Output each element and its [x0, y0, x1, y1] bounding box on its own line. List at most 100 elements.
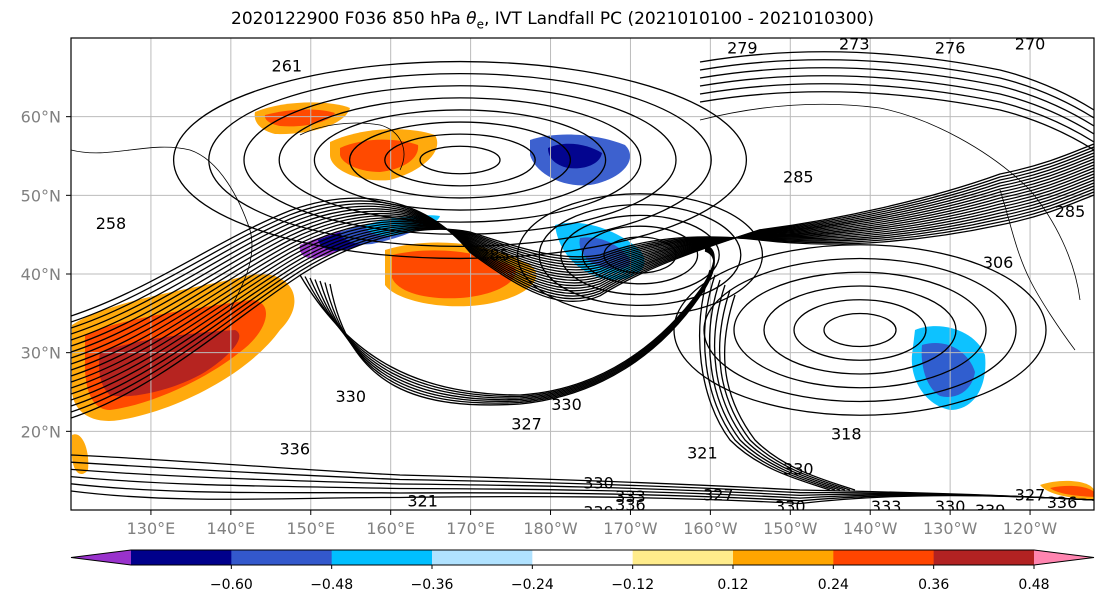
- x-tick-label: 140°E: [207, 519, 256, 538]
- contour-line: [329, 250, 715, 406]
- contour-label: 327: [703, 485, 734, 504]
- contour-label: 306: [983, 253, 1014, 272]
- contour-line: [560, 214, 720, 296]
- contour-line: [71, 194, 1094, 419]
- contour-line: [763, 285, 957, 375]
- contour-label: 279: [727, 38, 758, 57]
- contour-label: 285: [479, 245, 510, 264]
- contour-label: 261: [272, 57, 303, 76]
- contour-line: [724, 294, 856, 491]
- x-axis: 130°E 140°E 150°E 160°E 170°E 180°W 170°W 160°W…: [127, 510, 1058, 538]
- contour-line: [71, 170, 1094, 371]
- contour-line: [71, 167, 1094, 365]
- contour-label: 336: [280, 440, 311, 459]
- contour-line: [243, 85, 677, 235]
- contour-label: 318: [831, 425, 862, 444]
- colorbar-outline: [70, 549, 1095, 566]
- contour-line: [71, 146, 1094, 323]
- x-tick-label: 130°W: [923, 519, 978, 538]
- contour-line: [699, 75, 1094, 135]
- contour-line: [71, 152, 1094, 335]
- contour-line: [823, 312, 897, 348]
- contour-label: 333: [615, 487, 646, 506]
- gridlines: [71, 38, 1094, 510]
- contour-line: [699, 67, 1094, 127]
- contour-line: [71, 188, 1094, 407]
- colorbar-tick-label: 0.36: [918, 577, 949, 593]
- colorbar-segment: [933, 550, 1035, 565]
- contour-line: [699, 83, 1094, 143]
- contour-label: 270: [1015, 35, 1046, 54]
- contour-label: 336: [615, 495, 646, 514]
- colorbar-segment: [331, 550, 433, 565]
- contour-line: [71, 490, 1094, 505]
- y-tick-label: 40°N: [21, 265, 61, 284]
- contour-label: 273: [839, 35, 870, 54]
- coastline: [299, 122, 405, 171]
- colorbar-segment: [131, 550, 232, 565]
- x-tick-label: 130°E: [127, 519, 176, 538]
- theta-e-contours: [71, 51, 1094, 505]
- contour-line: [71, 173, 1094, 377]
- contour-line: [278, 97, 642, 223]
- y-tick-label: 30°N: [21, 344, 61, 363]
- contour-label: 336: [1047, 493, 1078, 512]
- y-axis: 20°N 30°N 40°N 50°N 60°N: [21, 108, 71, 441]
- contour-line: [348, 121, 572, 199]
- contour-line: [313, 109, 607, 211]
- contour-label: 330: [335, 387, 366, 406]
- contour-label: 333: [871, 497, 902, 516]
- contour-label: 327: [1015, 485, 1046, 504]
- contour-line: [581, 225, 699, 285]
- colorbar-extend-high: [1034, 550, 1094, 565]
- x-tick-label: 170°W: [603, 519, 658, 538]
- contour-line: [699, 59, 1094, 119]
- contour-line: [71, 179, 1094, 389]
- contour-line: [719, 289, 851, 491]
- x-tick-label: 160°W: [683, 519, 738, 538]
- x-tick-label: 180°W: [523, 519, 578, 538]
- x-tick-label: 150°E: [286, 519, 335, 538]
- x-tick-label: 140°W: [843, 519, 898, 538]
- colorbar-segment: [231, 550, 333, 565]
- contour-label: 330: [775, 497, 806, 516]
- contour-line: [384, 133, 536, 187]
- anomaly-region: [921, 343, 975, 397]
- colorbar-tick-label: −0.36: [411, 577, 454, 593]
- colorbar-tick-label: −0.48: [310, 577, 353, 593]
- contour-label: 330: [783, 459, 814, 478]
- contour-label: 330: [551, 395, 582, 414]
- contour-line: [516, 193, 764, 317]
- contour-label: 330: [583, 473, 614, 492]
- contour-line: [208, 73, 712, 247]
- colorbar-segment: [833, 550, 935, 565]
- x-tick-label: 120°W: [1003, 519, 1058, 538]
- contour-label: 339: [975, 501, 1006, 520]
- colorbar: −0.60 −0.48 −0.36 −0.24 −0.12 0.12 0.24 0.36 0.4…: [70, 549, 1095, 593]
- colorbar-tick-label: −0.60: [210, 577, 253, 593]
- contour-label: 258: [96, 214, 127, 233]
- anomaly-region: [72, 434, 89, 475]
- contour-label: 276: [935, 38, 966, 57]
- contour-line: [71, 176, 1094, 383]
- contour-line: [703, 257, 1017, 403]
- colorbar-tick-label: 0.48: [1018, 577, 1049, 593]
- contour-line: [698, 269, 831, 491]
- contour-line: [703, 274, 836, 491]
- contour-line: [699, 51, 1094, 111]
- coastline: [699, 103, 1081, 301]
- contour-label: 330: [935, 497, 966, 516]
- x-tick-label: 160°E: [366, 519, 415, 538]
- contour-line: [172, 60, 748, 260]
- contour-line: [793, 299, 927, 361]
- x-tick-label: 150°W: [763, 519, 818, 538]
- colorbar-segment: [532, 550, 634, 565]
- contour-line: [71, 182, 1094, 395]
- contour-line: [419, 145, 501, 175]
- y-tick-label: 20°N: [21, 422, 61, 441]
- colorbar-segment: [733, 550, 834, 565]
- chart-title: 2020122900 F036 850 hPa θe, IVT Landfall…: [231, 9, 874, 32]
- contour-line: [713, 284, 846, 491]
